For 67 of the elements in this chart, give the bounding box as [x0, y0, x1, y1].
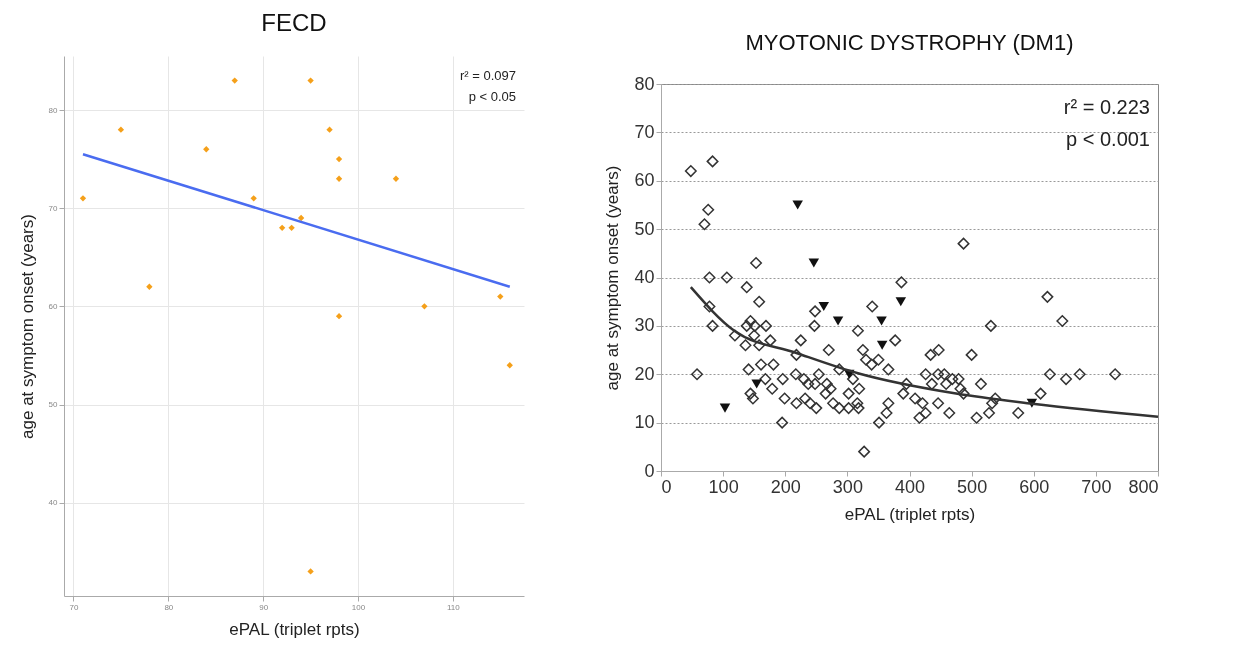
point — [895, 297, 907, 307]
x-tick-label: 800 — [1128, 476, 1159, 497]
y-tick-label: 50 — [48, 400, 59, 410]
point — [808, 258, 820, 268]
x-tick-label: 700 — [1081, 476, 1112, 497]
point — [719, 403, 731, 413]
point — [250, 195, 257, 202]
chart-title: MYOTONIC DYSTROPHY (DM1) — [745, 30, 1074, 55]
point — [876, 340, 888, 350]
point — [278, 224, 286, 231]
x-tick-label: 200 — [770, 476, 801, 497]
x-tick-label: 600 — [1019, 476, 1050, 497]
point — [751, 379, 762, 389]
point — [832, 316, 844, 326]
x-tick-label: 90 — [259, 602, 269, 612]
line-series — [689, 285, 1160, 419]
x-tick-label: 400 — [894, 476, 926, 497]
y-tick-label: 70 — [634, 121, 655, 142]
y-tick-label: 10 — [634, 412, 655, 433]
point — [231, 77, 238, 84]
point — [288, 224, 295, 231]
x-axis-title: ePAL (triplet rpts) — [229, 619, 360, 639]
point — [307, 568, 314, 575]
x-tick-label: 80 — [164, 602, 174, 612]
y-tick-label: 60 — [48, 301, 59, 311]
y-axis-title: age at symptom onset (years) — [17, 214, 37, 439]
x-tick-label: 300 — [832, 476, 863, 497]
x-tick-label: 500 — [957, 476, 988, 497]
point — [497, 293, 504, 300]
y-tick-label: 80 — [634, 73, 655, 94]
x-tick-label: 110 — [446, 602, 461, 612]
x-tick-label: 70 — [69, 602, 79, 612]
y-tick-label: 0 — [644, 460, 655, 481]
point — [326, 126, 333, 133]
annotation: p < 0.001 — [1066, 128, 1150, 150]
point — [146, 283, 153, 290]
chart-title: FECD — [261, 9, 327, 36]
y-tick-label: 20 — [634, 363, 655, 384]
point — [792, 200, 803, 210]
point — [117, 126, 125, 133]
point — [335, 175, 343, 182]
point — [335, 313, 343, 320]
y-tick-label: 50 — [634, 218, 655, 239]
point — [79, 195, 87, 202]
point — [307, 77, 314, 84]
annotation: r² = 0.097 — [459, 68, 516, 83]
point — [203, 146, 210, 153]
y-tick-label: 40 — [634, 267, 655, 287]
annotation: r² = 0.223 — [1063, 96, 1150, 118]
annotation: p < 0.05 — [468, 88, 516, 104]
point — [506, 362, 513, 369]
y-tick-label: 40 — [48, 498, 59, 508]
x-tick-label: 100 — [708, 476, 739, 497]
point — [876, 316, 887, 326]
y-tick-label: 60 — [634, 170, 655, 191]
y-axis-title: age at symptom onset (years) — [603, 165, 623, 391]
x-axis-title: ePAL (triplet rpts) — [844, 504, 976, 524]
point — [392, 175, 400, 182]
y-tick-label: 70 — [48, 203, 59, 213]
point — [421, 303, 428, 310]
y-tick-label: 30 — [634, 315, 655, 336]
point — [818, 301, 830, 312]
x-tick-label: 100 — [351, 602, 366, 612]
y-tick-label: 80 — [48, 105, 59, 115]
point — [335, 155, 343, 163]
x-tick-label: 0 — [661, 476, 672, 497]
point — [297, 214, 305, 222]
